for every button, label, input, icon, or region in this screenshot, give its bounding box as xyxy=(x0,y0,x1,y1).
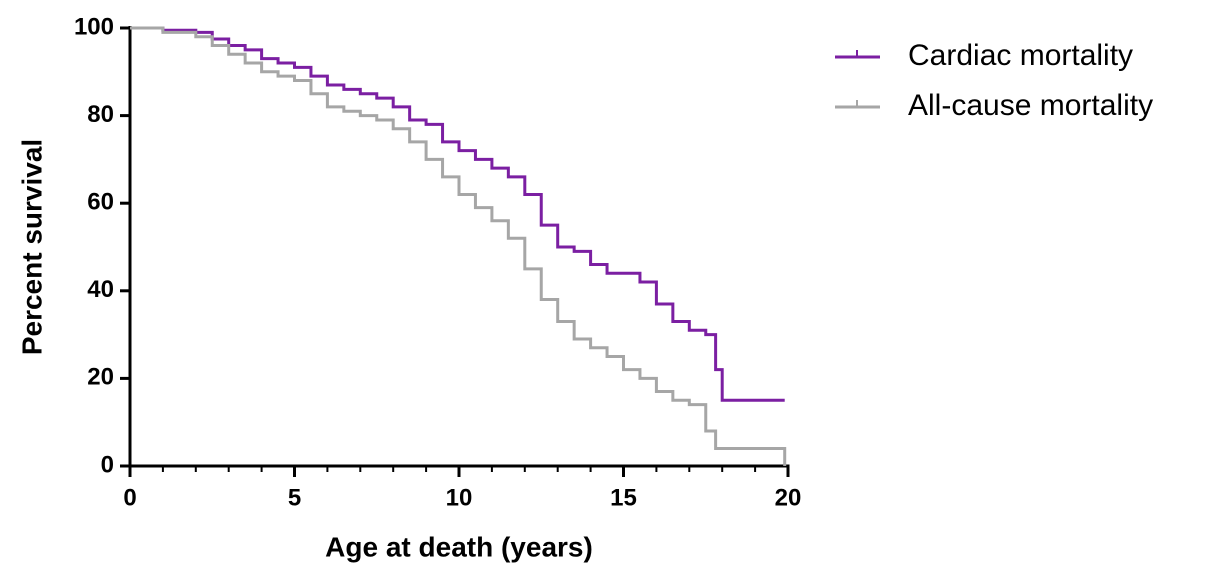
x-axis-title: Age at death (years) xyxy=(325,531,593,562)
y-tick-label: 60 xyxy=(87,189,114,216)
x-tick-label: 15 xyxy=(610,484,637,511)
y-tick-label: 40 xyxy=(87,276,114,303)
y-tick-label: 0 xyxy=(101,451,114,478)
x-tick-label: 0 xyxy=(123,484,136,511)
y-tick-label: 80 xyxy=(87,101,114,128)
x-tick-label: 20 xyxy=(775,484,802,511)
y-tick-label: 20 xyxy=(87,364,114,391)
legend-label: Cardiac mortality xyxy=(908,39,1133,72)
y-axis-title: Percent survival xyxy=(16,139,47,355)
y-tick-label: 100 xyxy=(74,13,114,40)
legend-label: All-cause mortality xyxy=(908,89,1153,122)
x-tick-label: 5 xyxy=(288,484,301,511)
survival-line xyxy=(130,26,787,466)
survival-line xyxy=(130,26,785,402)
x-tick-label: 10 xyxy=(446,484,473,511)
